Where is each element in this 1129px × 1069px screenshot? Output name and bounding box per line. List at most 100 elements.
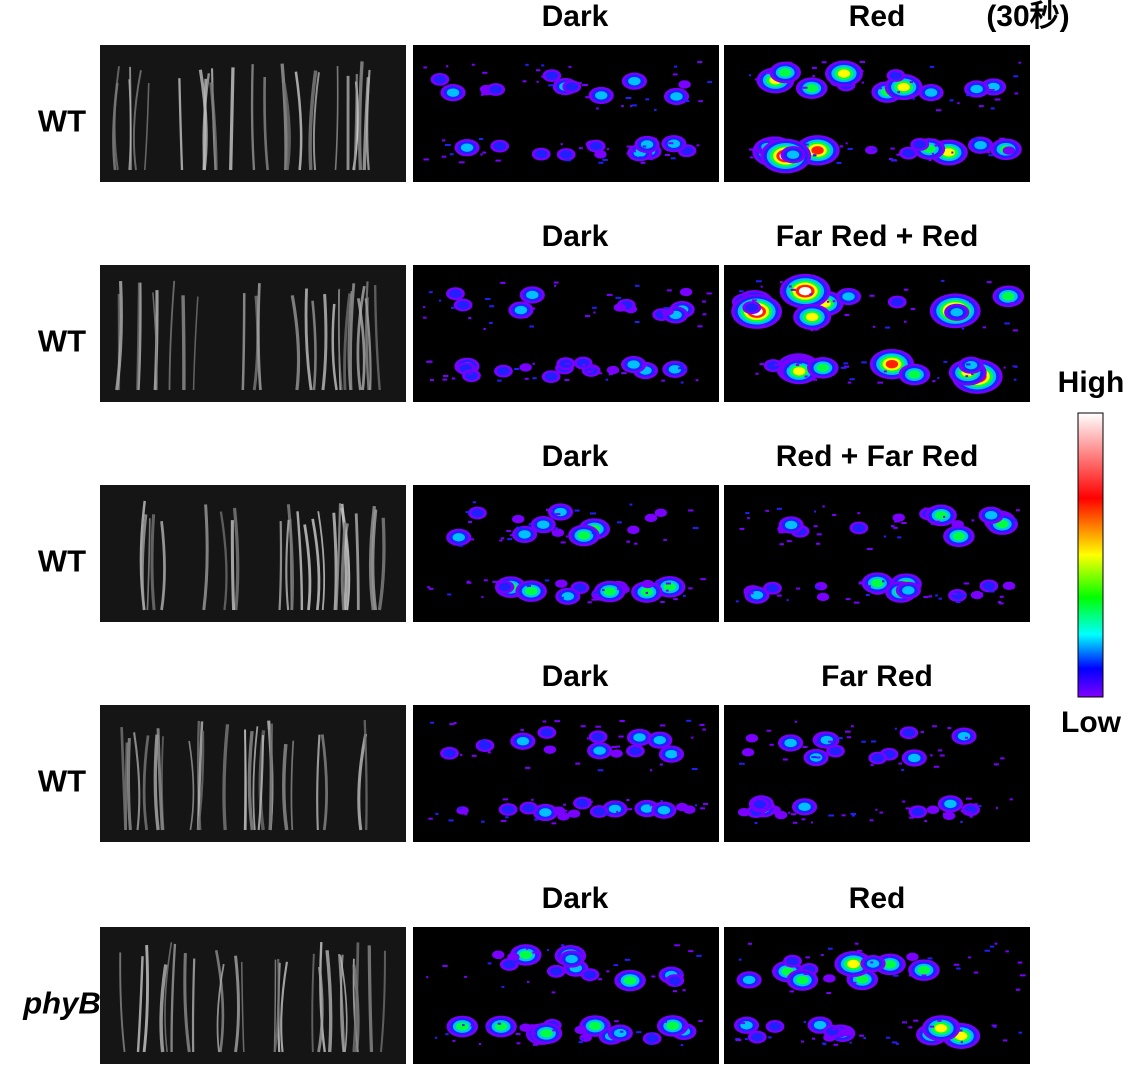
- speck: [992, 1025, 997, 1027]
- genotype-label: WT: [38, 764, 86, 799]
- speck: [445, 1033, 448, 1035]
- speck: [891, 159, 897, 161]
- speck: [950, 99, 954, 101]
- speck: [483, 328, 485, 330]
- signal: [552, 529, 564, 537]
- speck: [789, 285, 792, 287]
- speck: [817, 533, 822, 535]
- signal: [886, 360, 898, 368]
- speck: [681, 1044, 683, 1046]
- signal: [872, 754, 884, 762]
- signal: [821, 736, 833, 744]
- speck: [596, 107, 599, 109]
- speck: [585, 96, 590, 98]
- signal: [871, 579, 883, 587]
- speck: [802, 818, 806, 820]
- speck: [442, 965, 447, 967]
- speck: [464, 976, 467, 978]
- speck: [707, 81, 712, 83]
- speck: [626, 97, 632, 99]
- speck: [999, 138, 1005, 140]
- seedling-photo: [100, 927, 406, 1064]
- speck: [566, 159, 571, 161]
- speck: [555, 513, 560, 515]
- speck: [651, 138, 657, 140]
- speck: [796, 362, 802, 364]
- speck: [840, 145, 844, 147]
- speck: [530, 307, 535, 309]
- speck: [534, 819, 538, 821]
- speck: [656, 145, 660, 147]
- speck: [439, 300, 441, 302]
- signal: [443, 749, 455, 757]
- speck: [739, 959, 742, 961]
- speck: [846, 598, 851, 600]
- signal: [985, 511, 997, 519]
- signal: [811, 146, 823, 154]
- speck: [663, 539, 667, 541]
- speck: [615, 297, 621, 299]
- signal: [471, 509, 483, 517]
- speck: [597, 372, 602, 374]
- signal: [576, 799, 588, 807]
- speck: [896, 71, 901, 73]
- speck: [832, 1028, 836, 1030]
- speck: [543, 721, 547, 723]
- speck: [702, 301, 706, 303]
- speck: [557, 584, 560, 586]
- speck: [443, 375, 448, 377]
- speck: [468, 317, 471, 319]
- speck: [804, 1021, 806, 1023]
- speck: [470, 1025, 473, 1027]
- speck: [908, 1026, 912, 1028]
- speck: [787, 540, 792, 542]
- signal: [541, 728, 553, 736]
- signal: [512, 515, 524, 523]
- signal: [610, 749, 622, 757]
- speck: [1016, 989, 1020, 991]
- signal: [553, 807, 565, 815]
- speck: [688, 950, 693, 952]
- speck: [971, 519, 974, 521]
- speck: [639, 156, 642, 158]
- speck: [1012, 365, 1017, 367]
- speck: [740, 528, 745, 530]
- speck: [816, 543, 820, 545]
- speck: [951, 152, 953, 154]
- signal: [539, 808, 551, 816]
- speck: [548, 84, 554, 86]
- signal: [927, 806, 939, 814]
- speck: [1004, 322, 1010, 324]
- speck: [539, 1026, 543, 1028]
- speck: [611, 746, 617, 748]
- signal: [589, 1022, 601, 1030]
- signal: [908, 370, 920, 378]
- speck: [912, 154, 914, 156]
- hypocotyl: [231, 67, 233, 170]
- speck: [747, 517, 750, 519]
- speck: [1016, 509, 1020, 511]
- speck: [965, 368, 967, 370]
- speck: [841, 367, 847, 369]
- speck: [787, 599, 789, 601]
- speck: [458, 807, 463, 809]
- speck: [833, 1044, 838, 1046]
- luminescence-image: [413, 265, 719, 402]
- signal: [627, 360, 639, 368]
- speck: [423, 317, 427, 319]
- speck: [665, 814, 668, 816]
- speck: [946, 811, 950, 813]
- speck: [904, 321, 907, 323]
- speck: [462, 1024, 464, 1026]
- speck: [587, 737, 592, 739]
- speck: [929, 159, 932, 161]
- speck: [913, 98, 915, 100]
- speck: [430, 722, 434, 724]
- signal: [566, 83, 578, 91]
- column-header: Far Red + Red: [776, 220, 979, 253]
- speck: [911, 308, 916, 310]
- speck: [575, 763, 580, 765]
- speck: [971, 373, 973, 375]
- speck: [581, 725, 586, 727]
- speck: [941, 280, 944, 282]
